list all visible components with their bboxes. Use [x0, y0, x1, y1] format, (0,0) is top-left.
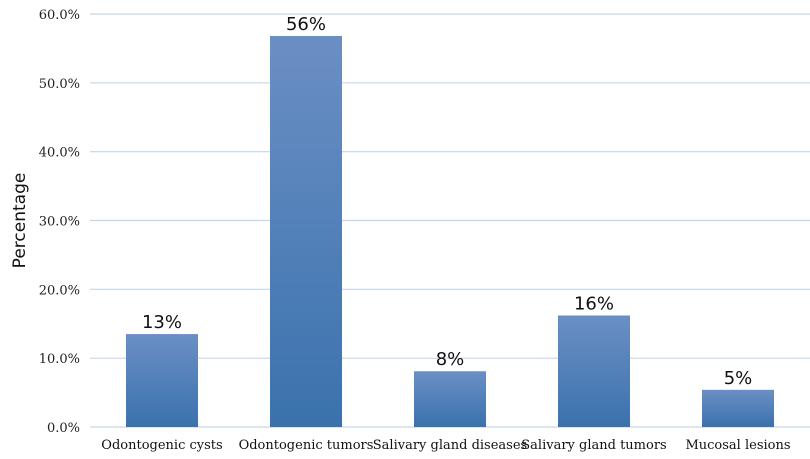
- data-label: 13%: [142, 312, 182, 333]
- y-tick-label: 30.0%: [39, 215, 80, 230]
- data-label: 56%: [286, 14, 326, 35]
- data-label: 8%: [436, 349, 465, 370]
- y-tick-label: 10.0%: [39, 352, 80, 367]
- bar: [558, 315, 630, 427]
- data-labels: 13% 56% 8% 16% 5%: [142, 14, 752, 389]
- x-axis-ticks: Odontogenic cysts Odontogenic tumors Saliv…: [101, 438, 790, 453]
- x-tick-label: Mucosal lesions: [685, 438, 790, 453]
- y-axis-label: Percentage: [10, 173, 30, 269]
- x-tick-label: Salivary gland diseases: [373, 438, 527, 453]
- y-tick-label: 0.0%: [47, 421, 80, 436]
- y-tick-label: 50.0%: [39, 77, 80, 92]
- data-label: 16%: [574, 293, 614, 314]
- gridlines: [90, 13, 810, 428]
- x-tick-label: Salivary gland tumors: [521, 438, 666, 453]
- x-tick-label: Odontogenic tumors: [239, 438, 374, 453]
- bar: [270, 36, 342, 427]
- bars: [126, 36, 774, 427]
- y-tick-label: 60.0%: [39, 8, 80, 23]
- bar: [414, 371, 486, 427]
- y-tick-label: 40.0%: [39, 146, 80, 161]
- data-label: 5%: [724, 368, 753, 389]
- bar: [126, 334, 198, 427]
- x-tick-label: Odontogenic cysts: [101, 438, 222, 453]
- y-tick-label: 20.0%: [39, 283, 80, 298]
- bar: [702, 389, 774, 427]
- y-axis-ticks: 0.0% 10.0% 20.0% 30.0% 40.0% 50.0% 60.0%: [39, 8, 80, 436]
